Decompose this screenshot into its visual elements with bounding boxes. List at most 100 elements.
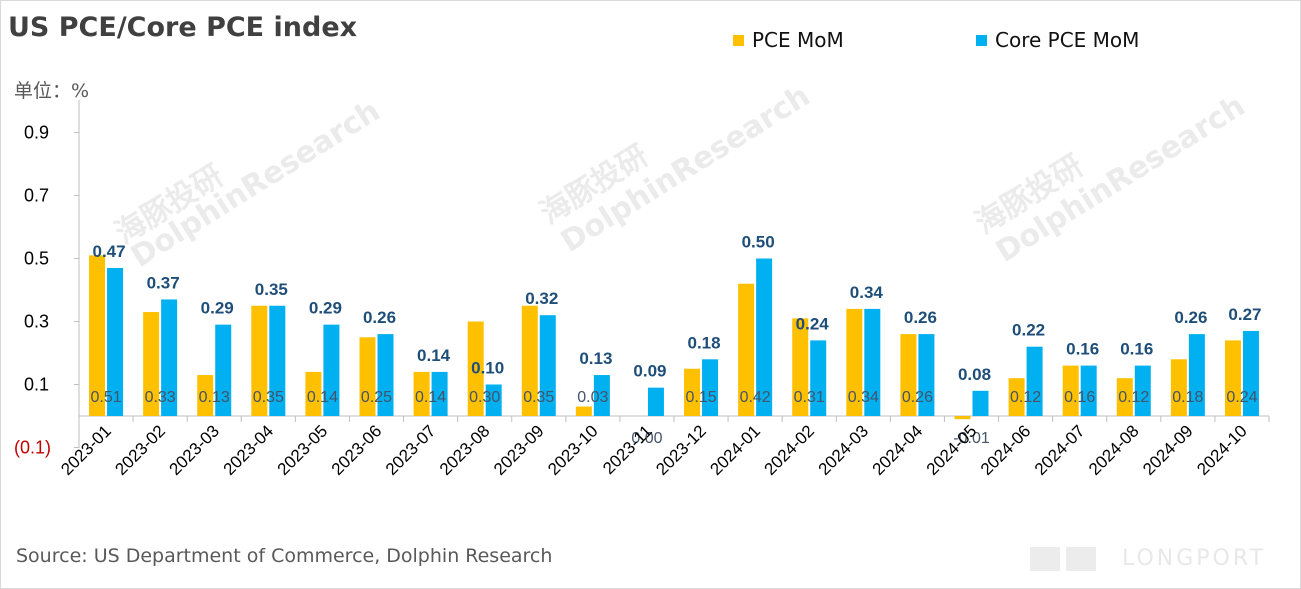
data-label-core-pce: 0.09 <box>633 362 666 381</box>
bar-core-pce <box>161 299 178 416</box>
data-label-core-pce: 0.27 <box>1228 305 1261 324</box>
y-tick-label: (0.1) <box>14 438 51 458</box>
bar-core-pce <box>539 315 556 416</box>
x-tick-label: 2023-06 <box>328 421 386 479</box>
bar-pce <box>359 337 376 416</box>
data-label-core-pce: 0.26 <box>1174 308 1207 327</box>
data-label-core-pce: 0.35 <box>255 280 288 299</box>
bar-pce <box>684 368 701 416</box>
x-tick-label: 2023-03 <box>166 421 224 479</box>
data-label-pce: 0.12 <box>1010 389 1041 406</box>
bar-pce <box>251 305 268 416</box>
data-label-pce: 0.30 <box>469 389 500 406</box>
unit-label: 单位：% <box>14 80 90 102</box>
data-label-pce: 0.35 <box>523 389 554 406</box>
data-label-pce: 0.24 <box>1226 389 1257 406</box>
data-label-pce: -0.01 <box>953 430 990 447</box>
data-label-pce: 0.33 <box>145 389 176 406</box>
data-label-core-pce: 0.34 <box>850 283 884 302</box>
bar-pce <box>738 283 755 416</box>
x-tick-label: 2023-07 <box>382 421 440 479</box>
data-label-pce: 0.13 <box>199 389 230 406</box>
data-label-core-pce: 0.32 <box>525 289 558 308</box>
x-tick-label: 2023-01 <box>57 421 115 479</box>
bar-pce <box>413 371 430 416</box>
source-note: Source: US Department of Commerce, Dolph… <box>16 545 553 567</box>
data-label-core-pce: 0.50 <box>742 233 775 252</box>
x-tick-label: 2023-11 <box>599 421 656 478</box>
bar-pce <box>1116 378 1133 416</box>
x-tick-label: 2024-07 <box>1031 421 1089 479</box>
legend-label-pce: PCE MoM <box>752 28 844 52</box>
chart-title: US PCE/Core PCE index <box>8 12 358 43</box>
data-label-core-pce: 0.37 <box>147 273 180 292</box>
bar-pce <box>1062 365 1079 416</box>
data-label-core-pce: 0.08 <box>958 365 991 384</box>
longport-logo-icon <box>1030 547 1096 571</box>
x-tick-label: 2024-04 <box>869 421 927 479</box>
data-label-core-pce: 0.29 <box>309 299 342 318</box>
bar-pce <box>143 312 160 416</box>
data-label-core-pce: 0.22 <box>1012 321 1045 340</box>
bar-core-pce <box>864 308 881 416</box>
bar-pce <box>900 334 917 416</box>
y-tick-label: 0.3 <box>24 312 49 332</box>
legend-label-core: Core PCE MoM <box>995 28 1140 52</box>
x-tick-label: 2024-08 <box>1085 421 1143 479</box>
legend-item-pce: PCE MoM <box>733 28 844 52</box>
x-tick-label: 2023-10 <box>544 421 602 479</box>
bar-core-pce <box>647 387 664 416</box>
data-label-pce: 0.03 <box>577 389 608 406</box>
bar-core-pce <box>972 390 989 416</box>
bar-pce <box>575 406 592 416</box>
y-tick-label: 0.7 <box>24 186 49 206</box>
legend-swatch-core <box>976 34 987 46</box>
bar-pce <box>467 321 484 416</box>
data-label-pce: 0.25 <box>361 389 392 406</box>
data-label-pce: 0.16 <box>1064 389 1095 406</box>
bar-core-pce <box>593 375 610 416</box>
legend-swatch-pce <box>733 34 744 46</box>
data-label-pce: 0.26 <box>902 389 933 406</box>
data-label-core-pce: 0.16 <box>1120 340 1153 359</box>
bar-core-pce <box>756 258 773 416</box>
bar-pce <box>89 255 106 416</box>
data-label-pce: 0.35 <box>253 389 284 406</box>
y-tick-label: 0.1 <box>24 375 49 395</box>
x-tick-label: 2023-09 <box>490 421 548 479</box>
bar-core-pce <box>431 371 448 416</box>
data-label-pce: 0.18 <box>1172 389 1203 406</box>
bar-core-pce <box>702 359 719 416</box>
data-label-pce: 0.00 <box>631 430 662 447</box>
x-tick-label: 2023-08 <box>436 421 494 479</box>
bar-pce <box>521 305 538 416</box>
bar-core-pce <box>1242 330 1259 416</box>
y-tick-label: 0.5 <box>24 249 49 269</box>
x-tick-label: 2024-01 <box>706 421 764 479</box>
data-label-pce: 0.51 <box>90 389 121 406</box>
bar-pce <box>792 318 809 416</box>
bar-core-pce <box>1026 346 1043 416</box>
x-tick-label: 2024-02 <box>761 421 819 479</box>
data-label-core-pce: 0.14 <box>417 346 451 365</box>
data-label-core-pce: 0.16 <box>1066 340 1099 359</box>
legend-item-core: Core PCE MoM <box>976 28 1139 52</box>
x-tick-label: 2024-09 <box>1139 421 1197 479</box>
data-label-core-pce: 0.24 <box>796 314 830 333</box>
bar-core-pce <box>1080 365 1097 416</box>
data-label-pce: 0.31 <box>794 389 825 406</box>
x-tick-label: 2023-04 <box>220 421 278 479</box>
bar-core-pce <box>215 324 232 416</box>
data-label-core-pce: 0.10 <box>471 359 504 378</box>
bar-pce <box>1008 378 1025 416</box>
brand-logo-text: LONGPORT <box>1122 546 1267 571</box>
bar-core-pce <box>485 384 502 416</box>
bar-pce <box>197 375 214 416</box>
data-label-core-pce: 0.26 <box>904 308 937 327</box>
bar-pce <box>305 371 322 416</box>
data-label-core-pce: 0.18 <box>687 333 720 352</box>
bar-pce <box>846 308 863 416</box>
bar-core-pce <box>377 334 394 416</box>
bar-core-pce <box>918 334 935 416</box>
